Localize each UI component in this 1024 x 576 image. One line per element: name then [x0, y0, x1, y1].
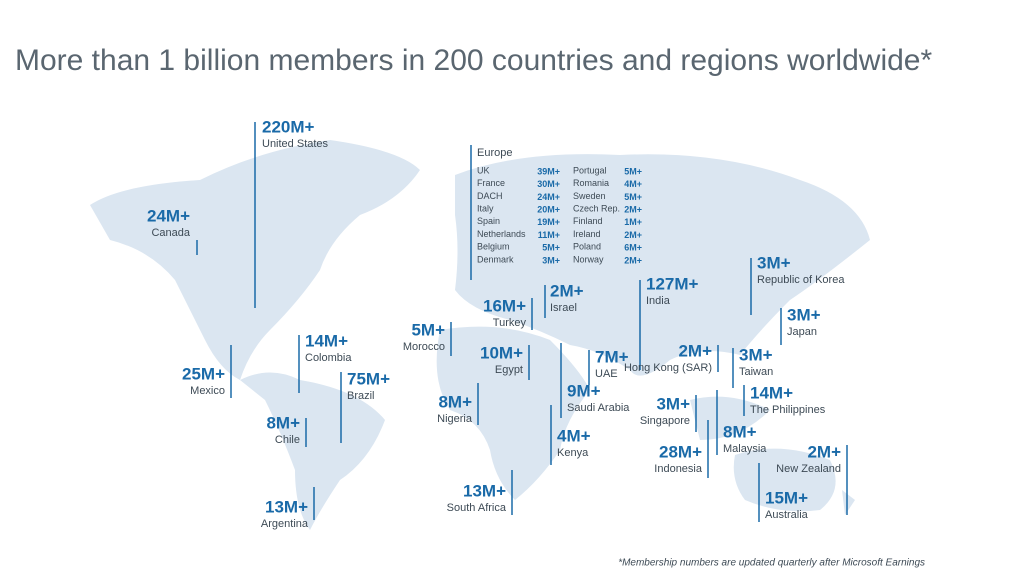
country-value: 28M+: [659, 442, 702, 461]
country-name: Malaysia: [723, 443, 767, 455]
country-value: 24M+: [147, 206, 190, 225]
country-value: 8M+: [723, 422, 757, 441]
europe-country: DACH: [477, 191, 503, 201]
country-name: Canada: [151, 227, 190, 239]
country-value: 15M+: [765, 488, 808, 507]
country-value: 7M+: [595, 347, 629, 366]
europe-country: France: [477, 178, 505, 188]
country-value: 13M+: [265, 497, 308, 516]
country-name: Australia: [765, 509, 809, 521]
europe-value: 24M+: [537, 192, 560, 202]
europe-country: Denmark: [477, 254, 514, 264]
country-value: 16M+: [483, 296, 526, 315]
country-name: Saudi Arabia: [567, 402, 630, 414]
europe-country: Netherlands: [477, 229, 526, 239]
country-name: Republic of Korea: [757, 274, 845, 286]
country-name: Singapore: [640, 415, 690, 427]
europe-country: Belgium: [477, 242, 510, 252]
country-value: 2M+: [807, 442, 841, 461]
europe-country: Ireland: [573, 229, 601, 239]
country-name: Kenya: [557, 447, 589, 459]
country-name: Israel: [550, 302, 577, 314]
country-name: Hong Kong (SAR): [624, 362, 712, 374]
country-value: 2M+: [550, 281, 584, 300]
europe-value: 5M+: [542, 243, 560, 253]
country-name: Morocco: [403, 341, 445, 353]
country-value: 75M+: [347, 369, 390, 388]
land: [90, 140, 870, 530]
country-value: 13M+: [463, 481, 506, 500]
europe-country: UK: [477, 165, 490, 175]
country-name: Brazil: [347, 390, 375, 402]
country-value: 3M+: [757, 253, 791, 272]
country-value: 220M+: [262, 117, 315, 136]
country-name: Argentina: [261, 518, 309, 530]
country-value: 9M+: [567, 381, 601, 400]
country-value: 2M+: [678, 341, 712, 360]
country-name: United States: [262, 138, 329, 150]
europe-country: Norway: [573, 254, 604, 264]
europe-value: 3M+: [542, 255, 560, 265]
europe-value: 5M+: [624, 166, 642, 176]
europe-country: Poland: [573, 242, 601, 252]
europe-value: 1M+: [624, 217, 642, 227]
country-name: Colombia: [305, 352, 352, 364]
country-name: UAE: [595, 368, 618, 380]
country-name: Nigeria: [437, 413, 473, 425]
europe-title: Europe: [477, 147, 512, 159]
europe-country: Portugal: [573, 165, 607, 175]
europe-value: 30M+: [537, 179, 560, 189]
europe-value: 11M+: [538, 230, 560, 240]
europe-country: Sweden: [573, 191, 606, 201]
country-value: 25M+: [182, 364, 225, 383]
country-name: Chile: [275, 434, 300, 446]
europe-value: 2M+: [624, 230, 642, 240]
europe-value: 20M+: [537, 204, 560, 214]
country-value: 5M+: [411, 320, 445, 339]
europe-country: Finland: [573, 216, 603, 226]
europe-value: 6M+: [624, 243, 642, 253]
europe-value: 19M+: [537, 217, 560, 227]
country-value: 127M+: [646, 274, 699, 293]
country-name: Japan: [787, 326, 817, 338]
country-name: South Africa: [447, 502, 507, 514]
europe-value: 39M+: [537, 166, 560, 176]
europe-value: 2M+: [624, 204, 642, 214]
europe-value: 2M+: [624, 255, 642, 265]
country-value: 3M+: [739, 345, 773, 364]
country-value: 10M+: [480, 343, 523, 362]
europe-country: Spain: [477, 216, 500, 226]
footnote: *Membership numbers are updated quarterl…: [618, 558, 925, 569]
title: More than 1 billion members in 200 count…: [15, 44, 932, 77]
country-name: Taiwan: [739, 366, 773, 378]
country-value: 8M+: [438, 392, 472, 411]
europe-country: Romania: [573, 178, 609, 188]
country-name: Mexico: [190, 385, 225, 397]
country-name: Egypt: [495, 364, 523, 376]
europe-country: Czech Rep.: [573, 203, 620, 213]
country-name: Indonesia: [654, 463, 703, 475]
country-name: The Philippines: [750, 404, 826, 416]
europe-value: 4M+: [624, 179, 642, 189]
country-value: 4M+: [557, 426, 591, 445]
europe-value: 5M+: [624, 192, 642, 202]
country-name: India: [646, 295, 671, 307]
country-value: 8M+: [266, 413, 300, 432]
country-name: New Zealand: [776, 463, 841, 475]
country-value: 3M+: [656, 394, 690, 413]
country-value: 3M+: [787, 305, 821, 324]
country-value: 14M+: [305, 331, 348, 350]
country-name: Turkey: [493, 317, 527, 329]
country-value: 14M+: [750, 383, 793, 402]
europe-country: Italy: [477, 203, 494, 213]
